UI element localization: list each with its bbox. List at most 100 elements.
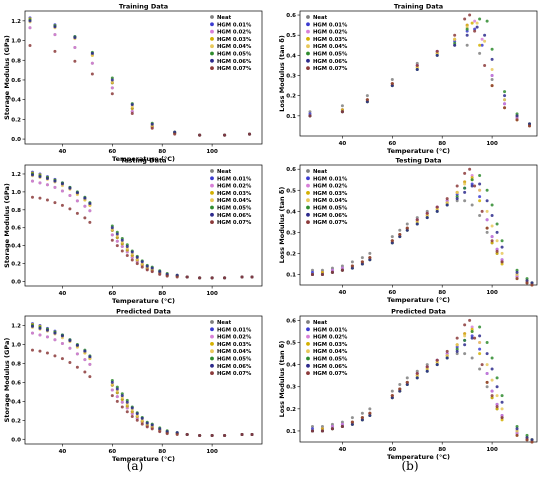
data-point xyxy=(490,74,494,78)
data-point xyxy=(485,371,489,375)
y-tick-label: 0.4 xyxy=(286,209,296,215)
data-point xyxy=(463,343,467,347)
data-point xyxy=(185,275,189,279)
data-point xyxy=(135,418,139,422)
data-point xyxy=(240,433,244,437)
data-point xyxy=(405,383,409,387)
data-point xyxy=(120,245,124,249)
data-point xyxy=(368,411,372,415)
data-point xyxy=(495,230,499,234)
data-point xyxy=(490,214,494,218)
data-point xyxy=(140,260,144,264)
legend-marker xyxy=(306,205,310,210)
chart-2: Training Data 40 60 80 100 0.1 0.2 0.3 0.4 0.5 0.6… xyxy=(278,3,538,155)
data-point xyxy=(150,126,154,130)
data-point xyxy=(45,335,49,339)
data-point xyxy=(490,239,494,243)
legend-marker xyxy=(306,15,310,19)
data-point xyxy=(210,433,214,437)
data-point xyxy=(470,329,474,333)
data-point xyxy=(340,425,344,429)
data-point xyxy=(453,43,457,47)
data-point xyxy=(145,421,149,425)
legend-marker xyxy=(210,183,214,188)
data-point xyxy=(468,167,472,171)
data-point xyxy=(478,182,482,186)
data-point xyxy=(503,98,507,102)
data-point xyxy=(525,277,529,281)
y-tick-label: 0.0 xyxy=(11,137,21,143)
data-point xyxy=(415,218,419,222)
data-point xyxy=(158,272,162,276)
data-point xyxy=(455,199,459,203)
data-point xyxy=(30,348,34,352)
data-point xyxy=(308,114,312,118)
data-point xyxy=(320,429,324,433)
data-point xyxy=(515,425,519,429)
x-tick-label: 40 xyxy=(59,449,67,455)
data-point xyxy=(495,222,499,226)
y-tick-label: 0.5 xyxy=(286,33,296,39)
y-tick-label: 0.8 xyxy=(11,208,21,214)
data-point xyxy=(60,203,64,207)
data-point xyxy=(125,410,129,414)
data-point xyxy=(115,387,119,391)
data-point xyxy=(473,19,477,23)
data-point xyxy=(53,331,57,335)
y-tick-label: 1.0 xyxy=(11,342,21,348)
data-point xyxy=(250,275,254,279)
data-point xyxy=(398,235,402,239)
data-point xyxy=(365,94,369,98)
x-tick-label: 100 xyxy=(486,447,498,453)
data-point xyxy=(530,438,534,442)
legend-label: HGM 0.04% xyxy=(313,198,348,204)
data-point xyxy=(110,238,114,242)
data-point xyxy=(350,264,354,268)
legend-marker xyxy=(306,191,310,195)
legend-marker xyxy=(210,334,214,339)
legend-label: HGM 0.07% xyxy=(313,371,348,377)
x-tick-label: 100 xyxy=(206,149,218,155)
data-point xyxy=(490,235,494,239)
data-point xyxy=(310,270,314,274)
data-point xyxy=(68,193,72,197)
data-point xyxy=(83,204,87,208)
y-tick-label: 1.2 xyxy=(11,19,21,25)
legend-marker xyxy=(210,205,214,210)
legend-label: HGM 0.06% xyxy=(217,213,252,219)
legend-label: HGM 0.01% xyxy=(217,176,252,182)
data-point xyxy=(480,43,484,47)
data-point xyxy=(390,235,394,239)
legend-label: HGM 0.06% xyxy=(313,59,348,65)
data-point xyxy=(463,180,467,184)
data-point xyxy=(135,255,139,259)
data-point xyxy=(500,251,504,255)
legend-label: HGM 0.05% xyxy=(217,52,252,58)
legend-label: HGM 0.05% xyxy=(313,206,348,212)
data-point xyxy=(165,432,169,436)
legend-label: HGM 0.05% xyxy=(313,357,348,363)
data-point xyxy=(368,407,372,411)
data-point xyxy=(455,347,459,351)
data-point xyxy=(415,67,419,71)
data-point xyxy=(435,358,439,362)
data-point xyxy=(485,352,489,356)
data-point xyxy=(125,245,129,249)
data-point xyxy=(320,425,324,429)
data-point xyxy=(75,365,79,369)
data-point xyxy=(415,220,419,224)
legend-marker xyxy=(210,363,214,368)
y-tick-label: 0.5 xyxy=(286,188,296,194)
data-point xyxy=(525,438,529,442)
legend-label: HGM 0.06% xyxy=(217,364,252,370)
data-point xyxy=(515,270,519,274)
data-point xyxy=(470,176,474,180)
data-point xyxy=(480,37,484,41)
data-point xyxy=(30,324,34,328)
data-point xyxy=(455,197,459,201)
data-point xyxy=(470,184,474,188)
data-point xyxy=(45,176,49,180)
data-point xyxy=(330,266,334,270)
data-point xyxy=(340,420,344,424)
